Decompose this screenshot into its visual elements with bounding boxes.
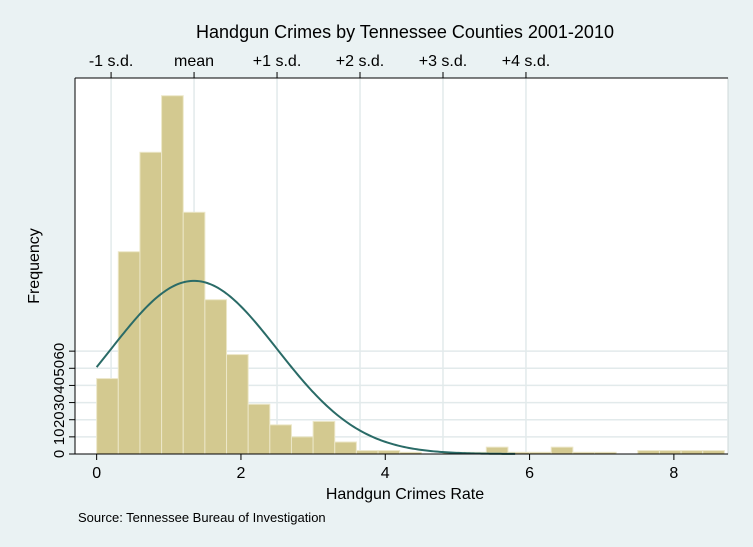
x-axis-label: Handgun Crimes Rate: [326, 486, 484, 503]
histogram-bar: [680, 450, 704, 455]
x-tick-label: 8: [669, 465, 678, 482]
histogram-bar: [312, 420, 336, 455]
histogram-bar: [637, 450, 660, 455]
sd-tick-label: mean: [174, 53, 214, 70]
histogram-bar: [334, 441, 357, 455]
y-tick-label: 60: [51, 343, 68, 360]
x-axis-ticks: 0 2 4 6 8: [92, 454, 678, 482]
histogram-bar: [550, 446, 574, 455]
histogram-bar: [247, 403, 271, 455]
histogram-bar: [702, 450, 725, 455]
y-tick-label: 10: [51, 429, 68, 446]
x-tick-label: 2: [237, 465, 246, 482]
y-tick-label: 50: [51, 360, 68, 377]
histogram-bar: [161, 95, 184, 455]
sd-tick-label: +1 s.d.: [253, 53, 301, 70]
y-tick-label: 40: [51, 377, 68, 394]
y-tick-label: 30: [51, 394, 68, 411]
histogram-bar: [226, 354, 249, 455]
histogram-bar: [377, 450, 401, 455]
x-tick-label: 4: [381, 465, 390, 482]
histogram-bar: [117, 251, 141, 455]
histogram-bars: [96, 95, 725, 455]
histogram-bar: [96, 378, 119, 455]
sd-tick-label: -1 s.d.: [89, 53, 133, 70]
sd-tick-label: +4 s.d.: [502, 53, 550, 70]
y-axis-label: Frequency: [26, 228, 43, 304]
histogram-bar: [269, 424, 292, 455]
sd-axis-ticks: -1 s.d. mean +1 s.d. +2 s.d. +3 s.d. +4 s.d.: [89, 53, 550, 78]
histogram-bar: [204, 299, 228, 455]
y-tick-label: 20: [51, 411, 68, 428]
normal-density-curve: [95, 279, 516, 455]
chart-title: Handgun Crimes by Tennessee Counties 200…: [196, 22, 614, 42]
histogram-bar: [355, 450, 379, 455]
sd-tick-label: +2 s.d.: [336, 53, 384, 70]
y-tick-label: 0: [51, 450, 68, 458]
sd-tick-label: +3 s.d.: [419, 53, 467, 70]
source-note: Source: Tennessee Bureau of Investigatio…: [78, 510, 326, 525]
histogram-bar: [290, 436, 314, 455]
x-tick-label: 0: [92, 465, 101, 482]
x-tick-label: 6: [525, 465, 534, 482]
histogram-bar: [182, 211, 206, 455]
histogram-bar: [658, 450, 682, 455]
